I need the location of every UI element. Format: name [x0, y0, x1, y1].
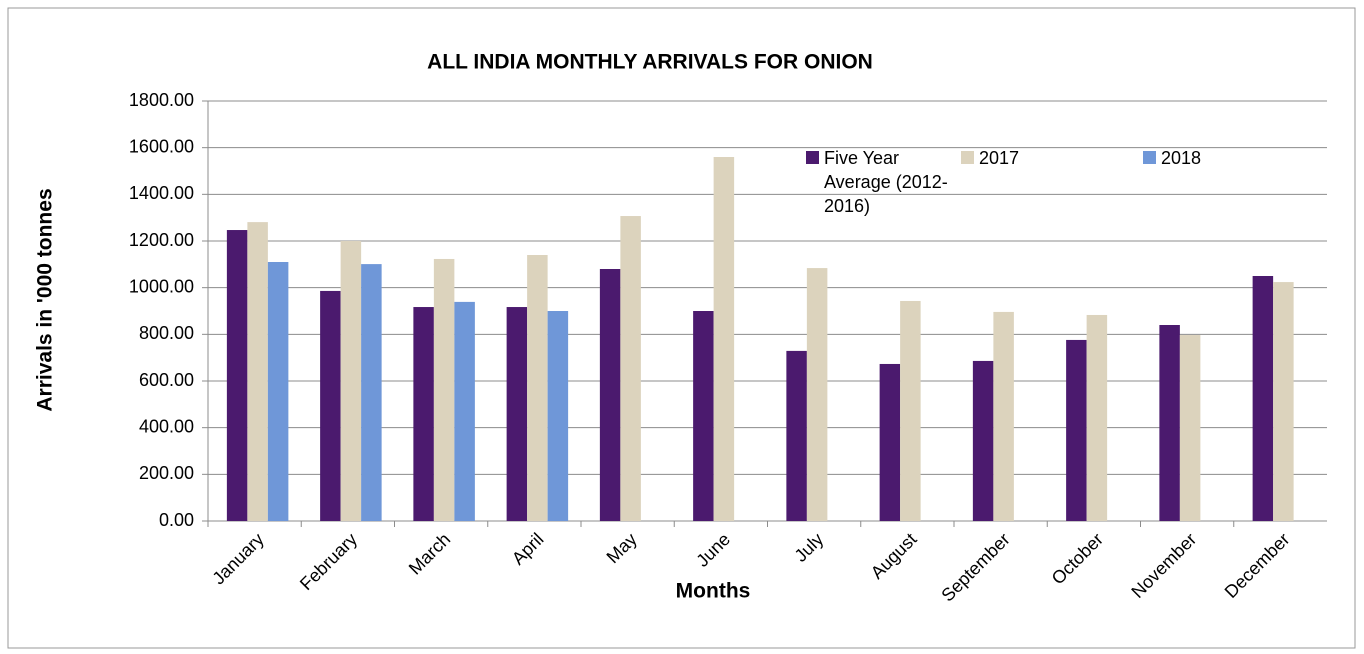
bar — [1273, 282, 1294, 521]
bar — [993, 311, 1014, 521]
x-tick-label: July — [791, 529, 828, 566]
legend-item: 2017 — [961, 146, 1081, 170]
bar — [506, 307, 528, 521]
chart-border — [7, 7, 1356, 649]
y-tick-label: 600.00 — [139, 370, 194, 390]
x-tick-label: December — [1221, 529, 1294, 602]
bar — [267, 262, 289, 521]
bar — [527, 255, 548, 521]
x-tick-label: April — [508, 529, 548, 569]
bar — [972, 360, 994, 521]
legend-swatch — [806, 151, 819, 164]
bar — [247, 222, 268, 521]
legend-label: 2018 — [1161, 148, 1202, 168]
x-tick-label: March — [405, 529, 455, 579]
x-axis-label: Months — [676, 580, 751, 603]
bar — [547, 311, 569, 521]
chart-title: ALL INDIA MONTHLY ARRIVALS FOR ONION — [427, 51, 873, 74]
legend-swatch — [1143, 151, 1156, 164]
bar — [1252, 276, 1274, 521]
bar — [599, 269, 621, 521]
bar — [806, 268, 828, 521]
y-tick-label: 200.00 — [139, 463, 194, 483]
bar — [713, 157, 735, 521]
y-tick-label: 1000.00 — [129, 276, 194, 296]
y-tick-label: 0.00 — [159, 510, 194, 530]
x-tick-label: June — [692, 529, 734, 571]
bar — [1066, 339, 1087, 521]
bar — [1179, 335, 1201, 521]
y-tick-label: 1200.00 — [129, 230, 194, 250]
legend-item: 2018 — [1143, 146, 1263, 170]
bar — [1086, 314, 1108, 521]
x-tick-label: January — [208, 529, 267, 588]
y-axis-label: Arrivals in '000 tonnes — [34, 188, 57, 411]
bar — [226, 230, 248, 522]
x-tick-label: August — [867, 529, 921, 583]
bar — [693, 311, 714, 521]
bar — [620, 216, 641, 522]
y-tick-label: 400.00 — [139, 416, 194, 436]
y-tick-label: 1600.00 — [129, 136, 194, 156]
bar — [433, 258, 455, 521]
x-tick-label: November — [1127, 529, 1200, 602]
bar — [1159, 325, 1180, 521]
legend-label: 2017 — [979, 148, 1020, 168]
legend-item: Five Year Average (2012-2016) — [806, 146, 966, 218]
bar — [900, 300, 921, 521]
x-tick-label: February — [296, 529, 361, 594]
bar — [361, 264, 382, 521]
x-tick-label: May — [603, 529, 641, 567]
bar — [879, 363, 901, 521]
legend-label: Five Year Average (2012-2016) — [824, 148, 948, 216]
legend-swatch — [961, 151, 974, 164]
bar — [454, 301, 475, 521]
bar — [320, 290, 341, 521]
y-tick-label: 1400.00 — [129, 183, 194, 203]
bar — [413, 307, 434, 521]
y-tick-label: 800.00 — [139, 323, 194, 343]
x-tick-label: October — [1048, 529, 1107, 588]
y-tick-label: 1800.00 — [129, 90, 194, 110]
bar — [340, 241, 362, 521]
bar — [786, 350, 807, 521]
x-tick-label: September — [937, 529, 1013, 605]
